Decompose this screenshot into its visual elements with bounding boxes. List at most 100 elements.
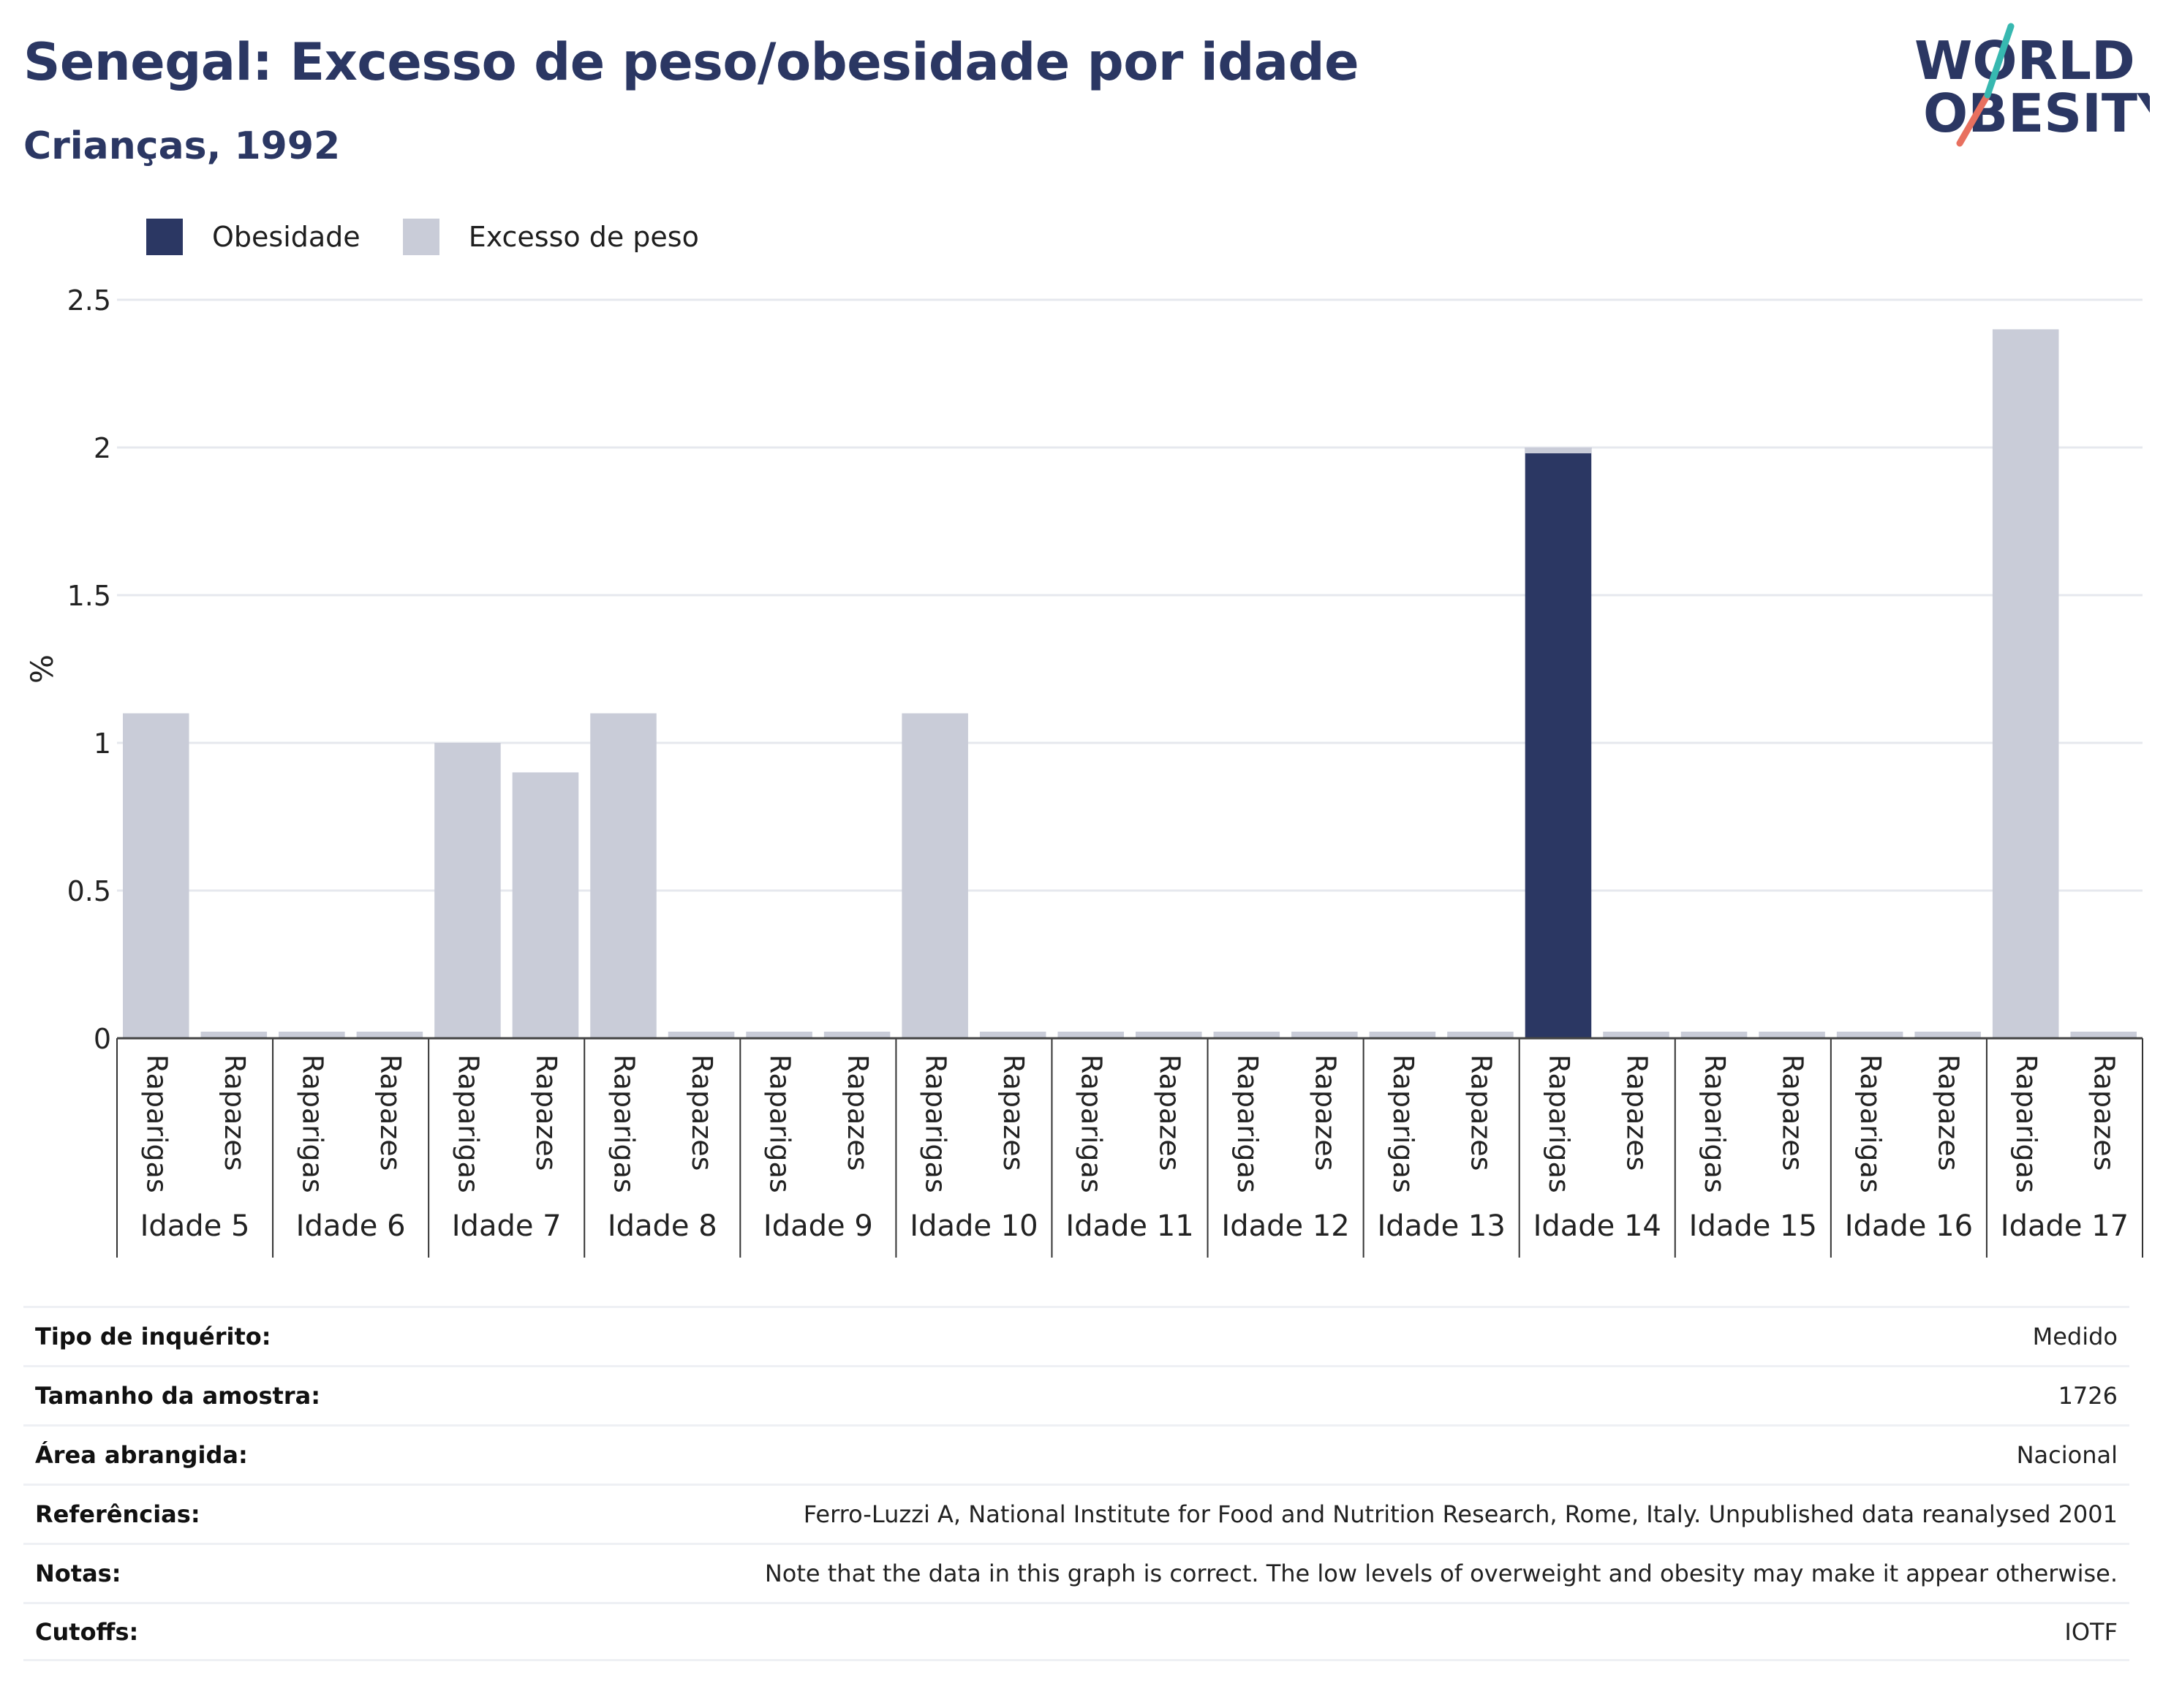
x-sub-label: Rapazes xyxy=(997,1054,1030,1171)
info-row-sample-size: Tamanho da amostra: 1726 xyxy=(23,1365,2129,1424)
bar-chart: 0 0.5 1 1.5 2 2.5% Raparigas Rapazes Idade 5 Rapa… xyxy=(24,284,2143,1258)
y-tick-label: 1 xyxy=(94,728,111,760)
x-group-label: Idade 6 xyxy=(296,1209,406,1243)
bar-obesidade xyxy=(1525,447,1592,1038)
x-sub-label: Rapazes xyxy=(530,1054,562,1171)
x-sub-label: Rapazes xyxy=(1777,1054,1809,1171)
chart-title: Senegal: Excesso de peso/obesidade por i… xyxy=(23,32,1359,92)
x-group-label: Idade 9 xyxy=(763,1209,873,1243)
svg-text:WORLD: WORLD xyxy=(1914,30,2135,91)
x-sub-label: Raparigas xyxy=(452,1054,484,1193)
y-tick-label: 2 xyxy=(94,432,111,464)
y-axis-label: % xyxy=(24,654,60,684)
x-sub-label: Rapazes xyxy=(686,1054,718,1171)
x-group-label: Idade 7 xyxy=(452,1209,562,1243)
info-label: Cutoffs: xyxy=(35,1617,139,1646)
x-group-label: Idade 8 xyxy=(608,1209,717,1243)
x-group-label: Idade 15 xyxy=(1689,1209,1817,1243)
bar-excesso-de-peso xyxy=(1992,329,2059,1038)
info-label: Referências: xyxy=(35,1500,200,1528)
x-sub-label: Raparigas xyxy=(764,1054,796,1193)
bar-excesso-de-peso xyxy=(200,1032,268,1038)
bar-excesso-de-peso xyxy=(1291,1032,1358,1038)
x-group-label: Idade 13 xyxy=(1377,1209,1505,1243)
y-tick-label: 2.5 xyxy=(67,284,111,317)
info-row-cutoffs: Cutoffs: IOTF xyxy=(23,1602,2129,1661)
bar-excesso-de-peso xyxy=(1369,1032,1436,1038)
info-label: Tipo de inquérito: xyxy=(35,1323,271,1350)
bar-excesso-de-peso xyxy=(979,1032,1046,1038)
x-group-label: Idade 16 xyxy=(1845,1209,1973,1243)
y-tick-label: 1.5 xyxy=(67,580,111,612)
x-sub-label: Rapazes xyxy=(1465,1054,1497,1171)
info-row-notes: Notas: Note that the data in this graph … xyxy=(23,1543,2129,1602)
bar-excesso-de-peso xyxy=(1680,1032,1748,1038)
x-sub-label: Rapazes xyxy=(1933,1054,1965,1171)
legend-label-excesso-de-peso: Excesso de peso xyxy=(468,221,699,253)
x-group-label: Idade 17 xyxy=(2001,1209,2129,1243)
y-tick-label: 0 xyxy=(94,1023,111,1055)
x-sub-label: Rapazes xyxy=(1309,1054,1341,1171)
survey-info-table: Tipo de inquérito: Medido Tamanho da amo… xyxy=(23,1306,2129,1661)
x-sub-label: Raparigas xyxy=(1387,1054,1419,1193)
x-sub-label: Rapazes xyxy=(1153,1054,1185,1171)
bar-excesso-de-peso xyxy=(668,1032,735,1038)
x-sub-label: Rapazes xyxy=(374,1054,407,1171)
svg-text:OBESITY: OBESITY xyxy=(1923,83,2150,144)
x-sub-label: Rapazes xyxy=(842,1054,874,1171)
x-sub-label: Rapazes xyxy=(219,1054,251,1171)
x-group-label: Idade 11 xyxy=(1065,1209,1193,1243)
bar-excesso-de-peso xyxy=(279,1032,345,1038)
info-value: IOTF xyxy=(2064,1617,2118,1646)
legend-swatch-obesidade xyxy=(146,219,183,255)
bar-excesso-de-peso xyxy=(356,1032,423,1038)
bar-excesso-de-peso xyxy=(902,713,968,1038)
bar-excesso-de-peso xyxy=(1213,1032,1280,1038)
legend-swatch-excesso-de-peso xyxy=(402,219,439,255)
x-sub-label: Raparigas xyxy=(140,1054,173,1193)
bar-excesso-de-peso xyxy=(590,713,657,1038)
x-group-label: Idade 12 xyxy=(1221,1209,1349,1243)
x-sub-label: Raparigas xyxy=(1076,1054,1108,1193)
x-sub-label: Raparigas xyxy=(608,1054,641,1193)
x-sub-label: Rapazes xyxy=(1621,1054,1653,1171)
info-value: 1726 xyxy=(2058,1382,2118,1410)
world-obesity-logo: WORLD OBESITY xyxy=(1914,23,2150,147)
info-label: Notas: xyxy=(35,1560,121,1587)
info-label: Área abrangida: xyxy=(35,1441,248,1469)
legend-label-obesidade: Obesidade xyxy=(212,221,360,253)
x-sub-label: Raparigas xyxy=(1543,1054,1575,1193)
info-value: Note that the data in this graph is corr… xyxy=(764,1560,2118,1587)
bar-excesso-de-peso xyxy=(1836,1032,1903,1038)
chart-subtitle: Crianças, 1992 xyxy=(23,124,341,168)
bar-excesso-de-peso xyxy=(512,772,579,1038)
bar-excesso-de-peso xyxy=(823,1032,891,1038)
legend-item-obesidade[interactable]: Obesidade xyxy=(146,219,360,255)
bar-excesso-de-peso xyxy=(746,1032,812,1038)
info-value: Nacional xyxy=(2016,1441,2118,1469)
legend-item-excesso-de-peso[interactable]: Excesso de peso xyxy=(402,219,699,255)
info-value: Ferro-Luzzi A, National Institute for Fo… xyxy=(803,1500,2118,1528)
x-sub-label: Rapazes xyxy=(2088,1054,2121,1171)
bar-excesso-de-peso xyxy=(123,713,189,1038)
bar-excesso-de-peso xyxy=(434,743,501,1038)
info-label: Tamanho da amostra: xyxy=(35,1382,320,1410)
y-tick-label: 0.5 xyxy=(67,875,111,907)
x-sub-label: Raparigas xyxy=(1231,1054,1264,1193)
x-group-label: Idade 5 xyxy=(140,1209,250,1243)
x-group-label: Idade 10 xyxy=(910,1209,1038,1243)
bar-excesso-de-peso xyxy=(1759,1032,1825,1038)
x-sub-label: Raparigas xyxy=(920,1054,952,1193)
bar-excesso-de-peso xyxy=(1914,1032,1981,1038)
chart-legend: Obesidade Excesso de peso xyxy=(146,216,741,257)
bar-excesso-de-peso xyxy=(1057,1032,1124,1038)
info-value: Medido xyxy=(2032,1323,2118,1350)
info-row-survey-type: Tipo de inquérito: Medido xyxy=(23,1306,2129,1365)
x-sub-label: Raparigas xyxy=(2010,1054,2042,1193)
x-sub-label: Raparigas xyxy=(296,1054,328,1193)
x-sub-label: Raparigas xyxy=(1699,1054,1731,1193)
bar-excesso-de-peso xyxy=(1136,1032,1202,1038)
info-row-area: Área abrangida: Nacional xyxy=(23,1424,2129,1484)
info-row-references: Referências: Ferro-Luzzi A, National Ins… xyxy=(23,1484,2129,1543)
x-group-label: Idade 14 xyxy=(1533,1209,1661,1243)
